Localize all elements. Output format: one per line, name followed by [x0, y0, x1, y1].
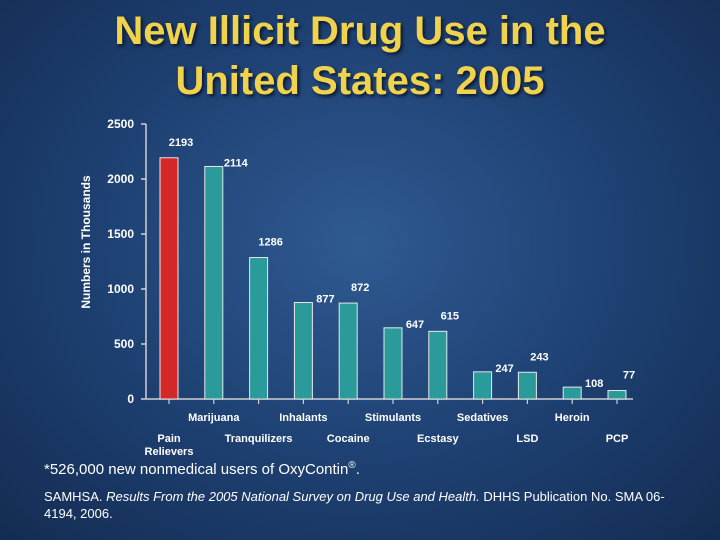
y-tick-label: 500 [114, 337, 134, 351]
value-label: 247 [495, 363, 513, 375]
value-label: 2114 [224, 157, 249, 169]
value-label: 647 [406, 319, 424, 331]
category-label: Marijuana [188, 412, 240, 424]
value-label: 77 [623, 370, 635, 382]
value-label: 108 [585, 378, 603, 390]
bar-pcp [607, 390, 627, 400]
value-label: 243 [530, 351, 548, 363]
category-label: Cocaine [327, 433, 370, 445]
y-tick-label: 0 [127, 392, 134, 406]
value-label: 2193 [169, 137, 193, 149]
value-label: 1286 [258, 237, 282, 249]
category-label: Tranquilizers [225, 433, 293, 445]
bar-marijuana [204, 165, 224, 400]
source-lead: SAMHSA. [44, 489, 107, 504]
value-label: 872 [351, 282, 369, 294]
category-label: Ecstasy [417, 433, 459, 445]
title-line-1: New Illicit Drug Use in the [114, 9, 606, 53]
value-label: 877 [316, 294, 334, 306]
title-line-2: United States: 2005 [175, 59, 545, 103]
y-tick-label: 1000 [107, 282, 134, 296]
category-label: PCP [606, 433, 629, 445]
bar-ecstasy [428, 330, 448, 400]
source-publication: DHHS Publication No. SMA 06-4194, 2006. [44, 489, 665, 521]
category-label: Stimulants [365, 412, 421, 424]
y-tick-label: 1500 [107, 227, 134, 241]
y-tick-label: 2500 [107, 117, 134, 131]
bar-stimulants [383, 327, 403, 400]
source-report-title: Results From the 2005 National Survey on… [106, 489, 480, 504]
y-axis-title: Numbers in Thousands [79, 175, 93, 309]
category-label: Relievers [145, 446, 194, 458]
bar-tranquilizers [249, 257, 269, 400]
bar-inhalants [293, 302, 313, 400]
category-label: Inhalants [279, 412, 327, 424]
footnote-text: *526,000 new nonmedical users of OxyCont… [44, 461, 349, 478]
bar-pain-relievers [159, 157, 179, 400]
y-tick-label: 2000 [107, 172, 134, 186]
oxycontin-footnote: *526,000 new nonmedical users of OxyCont… [44, 460, 360, 478]
bar-cocaine [338, 302, 358, 400]
category-label: Sedatives [457, 412, 508, 424]
slide-title: New Illicit Drug Use in the United State… [0, 6, 720, 106]
registered-mark: ® [348, 460, 356, 471]
value-label: 615 [441, 310, 459, 322]
footnote-end: . [355, 461, 360, 478]
category-label: LSD [516, 433, 538, 445]
category-label: Heroin [555, 412, 590, 424]
category-label: Pain [157, 433, 181, 445]
bar-sedatives [473, 371, 493, 400]
bar-heroin [562, 386, 582, 400]
bar-lsd [517, 371, 537, 400]
source-citation: SAMHSA. Results From the 2005 National S… [44, 488, 694, 522]
